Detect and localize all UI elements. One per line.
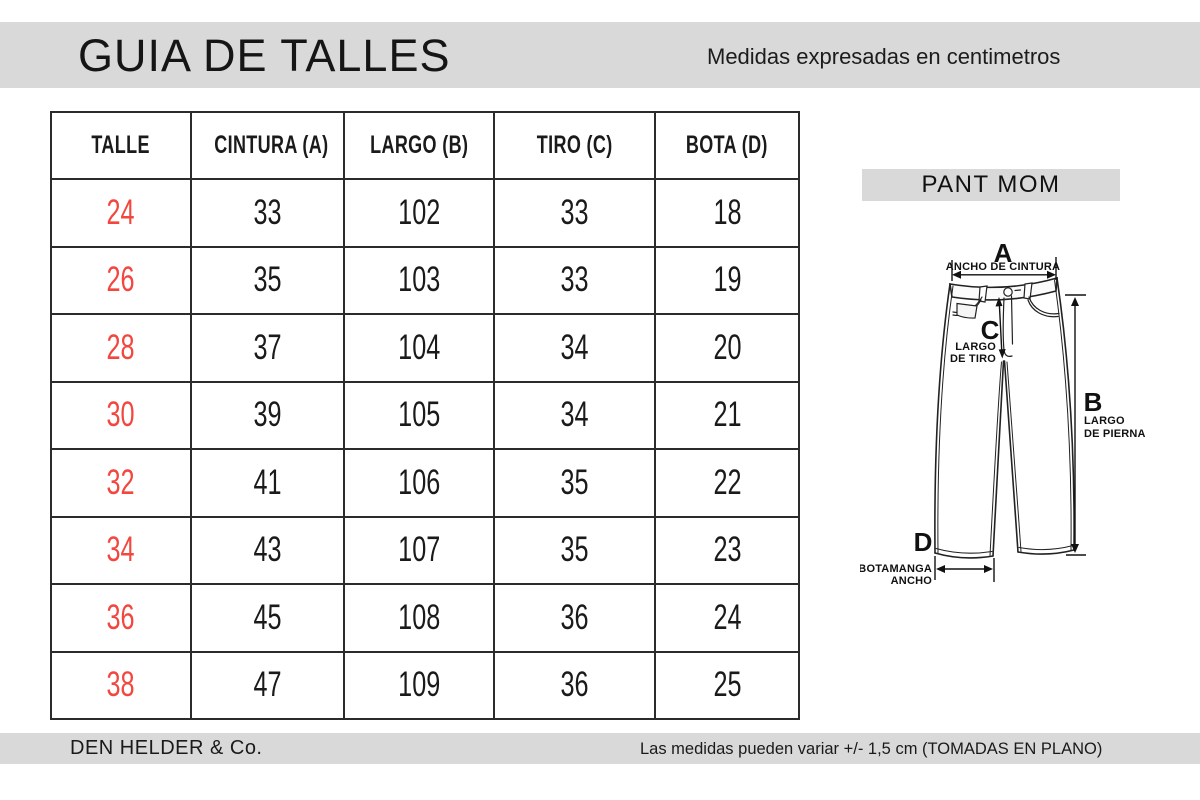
measure-b-letter: B xyxy=(1084,387,1103,417)
product-tag-label: PANT MOM xyxy=(921,171,1061,198)
tolerance-note: Las medidas pueden variar +/- 1,5 cm (TO… xyxy=(640,740,1103,758)
measure-cell: 34 xyxy=(492,313,657,383)
measure-cell: 33 xyxy=(189,178,346,248)
size-table: TALLE CINTURA (A) LARGO (B) TIRO (C) BOTA (D… xyxy=(50,111,800,720)
measure-cell: 34 xyxy=(492,380,657,450)
measure-b-label-2: DE PIERNA xyxy=(1084,428,1146,440)
column-header: BOTA (D) xyxy=(654,111,800,180)
measure-cell: 24 xyxy=(654,583,800,653)
measure-cell: 25 xyxy=(654,650,800,720)
table-row: 30 39 105 34 21 xyxy=(50,380,800,450)
measure-cell: 21 xyxy=(654,380,800,450)
measure-cell: 45 xyxy=(189,583,346,653)
measure-cell: 35 xyxy=(492,448,657,518)
measure-cell: 107 xyxy=(343,515,495,585)
measure-cell: 23 xyxy=(654,515,800,585)
size-cell: 32 xyxy=(50,448,192,518)
measure-b-label-1: LARGO xyxy=(1084,415,1125,427)
column-header: TIRO (C) xyxy=(492,111,657,180)
measure-cell: 108 xyxy=(343,583,495,653)
measure-cell: 103 xyxy=(343,245,495,315)
measure-cell: 22 xyxy=(654,448,800,518)
table-row: 36 45 108 36 24 xyxy=(50,583,800,653)
table-row: 24 33 102 33 18 xyxy=(50,178,800,248)
measure-cell: 33 xyxy=(492,178,657,248)
measure-d-arrow xyxy=(934,556,995,582)
footer-bar xyxy=(0,733,1200,764)
units-note: Medidas expresadas en centimetros xyxy=(707,44,1061,69)
size-cell: 38 xyxy=(50,650,192,720)
measure-cell: 18 xyxy=(654,178,800,248)
measure-cell: 37 xyxy=(189,313,346,383)
size-cell: 34 xyxy=(50,515,192,585)
column-header: LARGO (B) xyxy=(343,111,495,180)
measure-cell: 35 xyxy=(492,515,657,585)
measure-c-letter: C xyxy=(981,315,1000,345)
header-row: TALLE CINTURA (A) LARGO (B) TIRO (C) BOTA (D… xyxy=(50,111,800,180)
table-row: 32 41 106 35 22 xyxy=(50,448,800,518)
measure-b-arrow xyxy=(1065,294,1086,556)
table-row: 34 43 107 35 23 xyxy=(50,515,800,585)
measure-cell: 106 xyxy=(343,448,495,518)
measure-c-label-1: LARGO xyxy=(955,341,996,353)
measure-cell: 35 xyxy=(189,245,346,315)
measure-a-label: ANCHO DE CINTURA xyxy=(946,261,1060,273)
table-row: 28 37 104 34 20 xyxy=(50,313,800,383)
measure-a-arrow xyxy=(951,257,1057,281)
column-header: CINTURA (A) xyxy=(189,111,346,180)
size-cell: 24 xyxy=(50,178,192,248)
measure-cell: 20 xyxy=(654,313,800,383)
measure-cell: 33 xyxy=(492,245,657,315)
size-table-header: TALLE CINTURA (A) LARGO (B) TIRO (C) BOTA (D… xyxy=(50,111,800,180)
measure-a-letter: A xyxy=(994,240,1013,268)
table-row: 26 35 103 33 19 xyxy=(50,245,800,315)
measure-c-arrow xyxy=(995,297,1006,359)
pants-diagram: A ANCHO DE CINTURA C LARGO DE TIRO B LAR… xyxy=(860,240,1200,620)
size-cell: 36 xyxy=(50,583,192,653)
header-bar xyxy=(0,22,1200,88)
page-title: GUIA DE TALLES xyxy=(78,30,451,81)
pants-line-art: A ANCHO DE CINTURA C LARGO DE TIRO B LAR… xyxy=(860,240,1146,587)
size-cell: 26 xyxy=(50,245,192,315)
measure-d-label-1: BOTAMANGA xyxy=(860,563,932,575)
brand-name: DEN HELDER & Co. xyxy=(70,737,263,759)
measure-cell: 104 xyxy=(343,313,495,383)
measure-cell: 105 xyxy=(343,380,495,450)
measure-cell: 109 xyxy=(343,650,495,720)
size-table-body: 24 33 102 33 18 26 35 103 33 19 28 37 104 34 20 30 39 105… xyxy=(50,178,800,720)
column-header: TALLE xyxy=(50,111,192,180)
measure-cell: 102 xyxy=(343,178,495,248)
measure-d-letter: D xyxy=(914,527,933,557)
measure-cell: 19 xyxy=(654,245,800,315)
measure-c-label-2: DE TIRO xyxy=(950,353,996,365)
pants-outline xyxy=(934,276,1075,559)
measure-cell: 39 xyxy=(189,380,346,450)
table-row: 38 47 109 36 25 xyxy=(50,650,800,720)
size-cell: 30 xyxy=(50,380,192,450)
product-tag: PANT MOM xyxy=(862,169,1120,201)
measure-cell: 36 xyxy=(492,583,657,653)
measure-cell: 41 xyxy=(189,448,346,518)
size-cell: 28 xyxy=(50,313,192,383)
measure-cell: 43 xyxy=(189,515,346,585)
measure-cell: 47 xyxy=(189,650,346,720)
measure-d-label-2: ANCHO xyxy=(891,575,933,587)
measure-cell: 36 xyxy=(492,650,657,720)
